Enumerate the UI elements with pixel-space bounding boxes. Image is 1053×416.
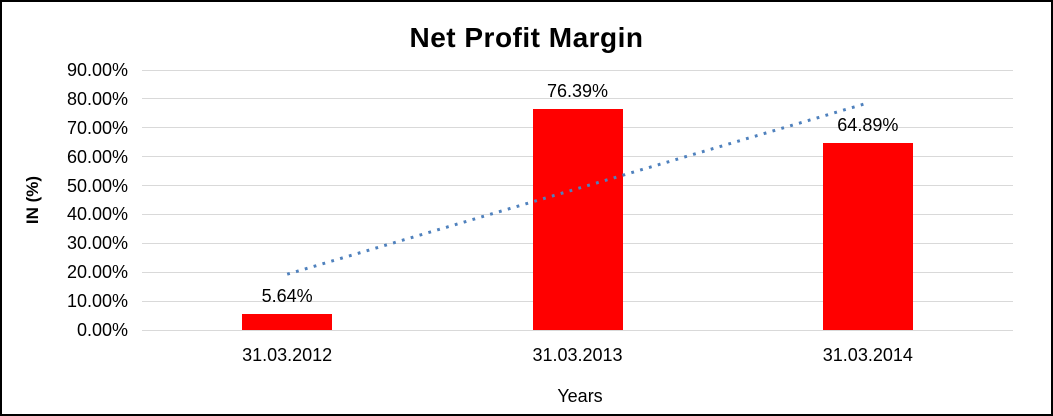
x-tick-label: 31.03.2013	[532, 345, 623, 365]
y-tick-label: 60.00%	[66, 146, 128, 167]
gridline	[142, 329, 1013, 331]
x-axis-title: Years	[557, 386, 603, 406]
bar-31.03.2013	[532, 109, 623, 330]
y-tick-label: 50.00%	[66, 175, 128, 196]
bar-value-label: 5.64%	[261, 285, 313, 306]
bar-value-label: 76.39%	[546, 81, 609, 102]
y-tick-label: 20.00%	[66, 262, 128, 283]
y-tick-label: 80.00%	[66, 88, 128, 109]
x-tick-label: 31.03.2012	[242, 345, 333, 365]
chart-title: Net Profit Margin	[409, 22, 644, 53]
y-tick-label: 40.00%	[66, 204, 128, 225]
gridline	[142, 69, 1013, 71]
y-tick-label: 0.00%	[76, 320, 128, 340]
bar-value-label: 64.89%	[837, 114, 899, 135]
y-tick-label: 10.00%	[66, 291, 128, 312]
y-tick-label: 90.00%	[66, 60, 128, 80]
bar-31.03.2014	[822, 142, 913, 330]
gridline	[142, 98, 1013, 100]
plot-area: 5.64% 76.39% 64.89%	[142, 69, 1013, 331]
y-tick-label: 70.00%	[66, 117, 128, 138]
x-tick-label: 31.03.2014	[822, 345, 913, 365]
bar-31.03.2012	[242, 313, 333, 330]
y-tick-label: 30.00%	[66, 233, 128, 254]
